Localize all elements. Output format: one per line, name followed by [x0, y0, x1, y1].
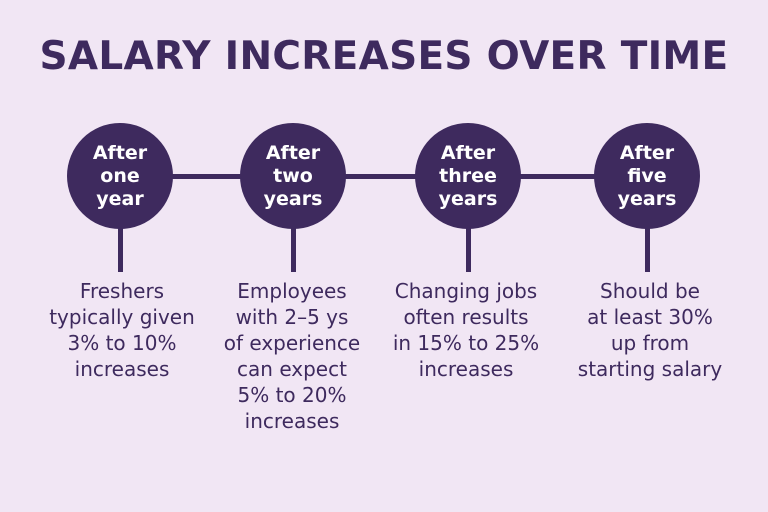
timeline-stem-2	[290, 228, 296, 272]
milestone-description-2: Employees with 2–5 ys of experience can …	[223, 279, 361, 433]
timeline-stem-3	[465, 228, 471, 272]
milestone-label-2: After two years	[263, 141, 323, 210]
timeline-stem-4	[644, 228, 650, 272]
milestone-circle-3: After three years	[415, 123, 521, 229]
milestone-label-1: After one year	[92, 141, 148, 210]
milestone-circle-4: After five years	[594, 123, 700, 229]
milestone-description-1: Freshers typically given 3% to 10% incre…	[49, 279, 195, 381]
milestone-circle-1: After one year	[67, 123, 173, 229]
timeline-connector	[120, 174, 648, 179]
timeline-stem-1	[117, 228, 123, 272]
milestone-label-4: After five years	[617, 141, 677, 210]
milestone-circle-2: After two years	[240, 123, 346, 229]
milestone-description-4: Should be at least 30% up from starting …	[577, 279, 723, 381]
milestone-description-3: Changing jobs often results in 15% to 25…	[392, 279, 540, 381]
page-title: SALARY INCREASES OVER TIME	[39, 34, 729, 79]
milestone-label-3: After three years	[438, 141, 498, 210]
